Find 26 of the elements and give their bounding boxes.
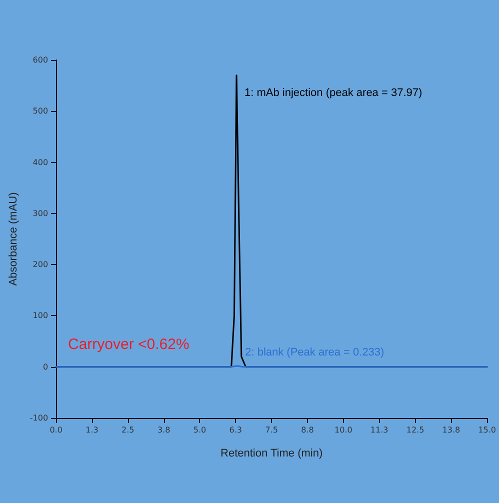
x-tick-label: 6.3 (229, 426, 242, 434)
y-axis-title: Absorbance (mAU) (8, 192, 20, 286)
x-tick-label: 3.8 (157, 426, 170, 434)
y-tick-label: 400 (32, 158, 48, 167)
x-tick-label: 8.8 (301, 426, 314, 434)
y-tick-label: 300 (32, 208, 48, 218)
x-axis-title: Retention Time (min) (220, 448, 323, 460)
y-tick-label: 600 (32, 56, 48, 64)
x-tick-label: 10.0 (334, 426, 352, 434)
y-tick-label: 500 (32, 106, 48, 116)
x-tick-label: 13.8 (442, 426, 460, 434)
series-label: 2: blank (Peak area = 0.233) (245, 346, 384, 358)
y-tick-label: 200 (32, 260, 48, 270)
y-tick-label: -100 (30, 414, 48, 422)
x-tick-label: 2.5 (122, 426, 134, 434)
annotation: Carryover <0.62% (68, 336, 190, 353)
x-tick-label: 1.3 (86, 426, 98, 434)
x-tick-label: 0.0 (50, 426, 62, 434)
x-tick-label: 5.0 (193, 426, 206, 434)
x-tick-label: 7.5 (265, 426, 278, 434)
series-label: 1: mAb injection (peak area = 37.97) (244, 86, 422, 99)
x-tick-label: 11.3 (370, 426, 388, 434)
y-tick-label: 100 (32, 311, 48, 320)
y-tick-label: 0 (42, 362, 48, 372)
x-tick-label: 15.0 (478, 426, 496, 434)
x-tick-label: 12.5 (406, 426, 424, 434)
